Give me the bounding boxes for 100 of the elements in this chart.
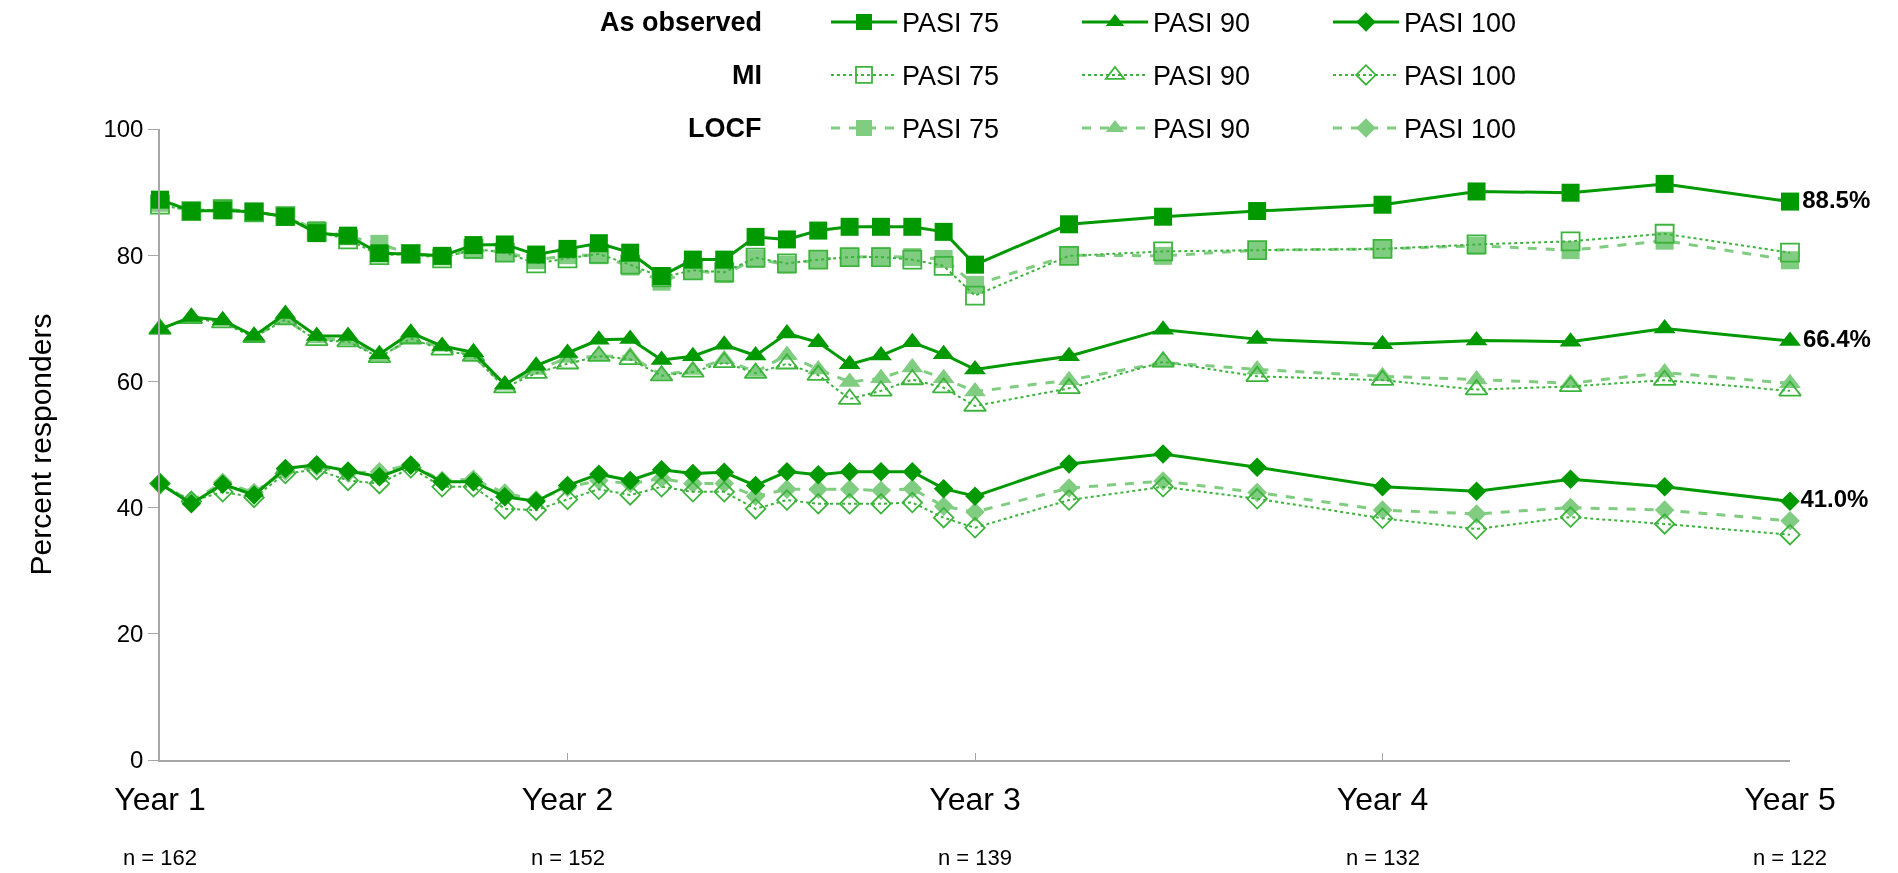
point — [713, 481, 735, 503]
point — [933, 478, 954, 499]
point — [840, 217, 859, 236]
point — [1060, 215, 1079, 234]
x-tick-label: Year 5 — [1744, 781, 1836, 818]
point — [1153, 444, 1173, 464]
text: n = 152 — [531, 845, 606, 870]
point — [776, 489, 798, 511]
point — [746, 227, 765, 246]
y-tick-label: 20 — [116, 620, 144, 648]
point — [1467, 182, 1486, 201]
legend-label: PASI 100 — [1404, 61, 1517, 92]
point — [1246, 488, 1268, 510]
point — [1153, 241, 1173, 262]
point — [1465, 518, 1488, 540]
point — [1654, 223, 1675, 244]
text: n = 122 — [1753, 845, 1828, 870]
y-tick-label: 60 — [116, 367, 144, 395]
point — [777, 461, 797, 482]
legend-label: PASI 90 — [1153, 8, 1251, 39]
text: As observed — [600, 7, 763, 37]
point — [1780, 491, 1800, 512]
point — [1466, 504, 1487, 524]
point — [871, 461, 891, 482]
legend-label: PASI 75 — [902, 8, 1000, 39]
point — [1654, 500, 1675, 520]
point — [902, 478, 923, 499]
point — [934, 222, 953, 241]
point — [1655, 174, 1674, 193]
point — [1466, 481, 1487, 501]
point — [902, 461, 923, 482]
legend-label: PASI 75 — [902, 61, 1000, 92]
point — [558, 239, 577, 258]
point — [744, 498, 767, 520]
point — [777, 230, 796, 249]
legend-label: PASI 100 — [1404, 8, 1517, 39]
point — [871, 480, 891, 501]
point — [1653, 513, 1676, 535]
point — [650, 476, 673, 498]
data-label: 41.0% — [1800, 485, 1869, 513]
data-label: 88.5% — [1802, 185, 1871, 213]
point — [1560, 469, 1581, 489]
data-label: 66.4% — [1802, 325, 1871, 353]
x-tick-label: Year 2 — [521, 781, 614, 818]
point — [1372, 477, 1393, 497]
point — [809, 221, 828, 240]
point — [839, 479, 860, 500]
legend-label: PASI 75 — [902, 114, 1000, 145]
point — [589, 234, 608, 253]
point — [682, 481, 704, 503]
x-tick-label: Year 4 — [1336, 781, 1429, 818]
text: MI — [732, 60, 762, 90]
point — [1779, 524, 1801, 546]
text: n = 132 — [1346, 845, 1421, 870]
point — [1781, 192, 1799, 211]
annotation: LOCF — [688, 113, 762, 143]
point — [870, 493, 892, 515]
point — [839, 461, 860, 482]
point — [369, 466, 390, 487]
text: n = 139 — [938, 845, 1013, 870]
point — [589, 464, 609, 484]
y-tick-label: 40 — [116, 494, 144, 521]
point — [1247, 457, 1267, 477]
point — [1560, 231, 1581, 252]
point — [901, 491, 923, 514]
point — [1780, 242, 1800, 263]
point — [1058, 489, 1080, 511]
point — [1559, 506, 1582, 528]
y-tick-label: 0 — [130, 746, 144, 774]
point — [619, 484, 641, 506]
y-tick-label: 100 — [103, 115, 144, 143]
x-tick-label: Year 3 — [929, 781, 1021, 818]
point — [964, 517, 986, 539]
point — [1248, 202, 1267, 221]
legend-label: PASI 90 — [1153, 61, 1251, 92]
point — [588, 478, 610, 500]
point — [651, 459, 672, 480]
point — [1154, 207, 1173, 226]
point — [903, 217, 922, 236]
x-tick-label: Year 1 — [114, 781, 206, 818]
point — [745, 475, 766, 496]
point — [933, 507, 955, 529]
point — [871, 217, 890, 236]
legend-label: PASI 100 — [1404, 114, 1517, 145]
point — [683, 463, 703, 484]
point — [621, 243, 640, 262]
point — [838, 493, 861, 515]
point — [1371, 507, 1394, 529]
point — [1654, 477, 1675, 497]
point — [714, 462, 734, 483]
point — [1059, 454, 1079, 474]
point — [1373, 195, 1392, 214]
point — [1561, 183, 1580, 202]
point — [1152, 476, 1174, 498]
point — [966, 255, 984, 274]
point — [715, 250, 734, 269]
y-axis-title: Percent responders — [23, 313, 57, 576]
point — [933, 256, 954, 276]
point — [807, 493, 829, 515]
legend-label: PASI 90 — [1153, 114, 1251, 145]
